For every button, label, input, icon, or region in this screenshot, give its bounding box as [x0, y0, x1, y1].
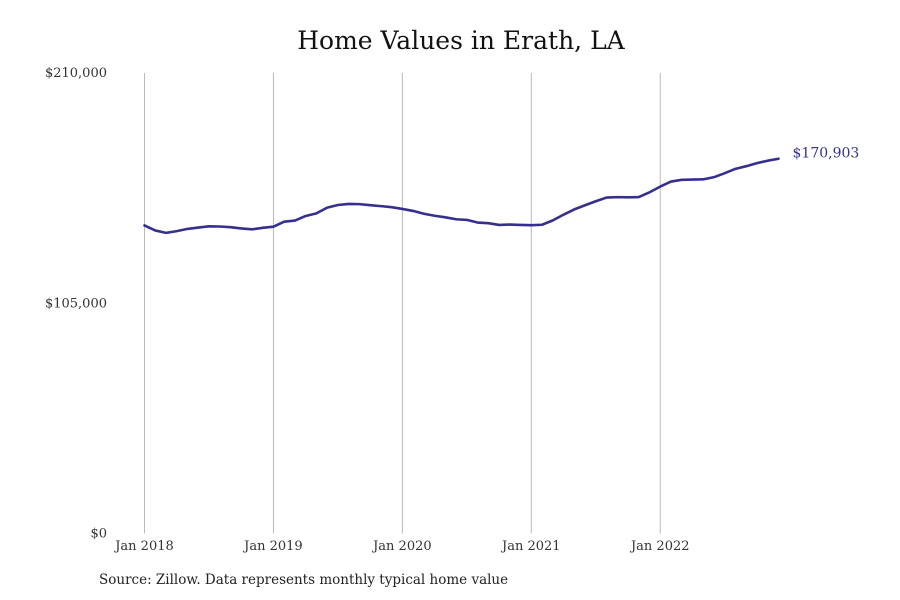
data-point: [347, 203, 349, 205]
data-point: [541, 224, 543, 226]
data-point: [251, 228, 253, 230]
x-tick-label: Jan 2018: [113, 539, 174, 554]
data-point: [713, 176, 715, 178]
data-point: [176, 230, 178, 232]
data-point: [498, 224, 500, 226]
data-point: [390, 206, 392, 208]
data-point: [165, 232, 167, 234]
data-point: [766, 160, 768, 162]
data-point: [476, 221, 478, 223]
data-point: [143, 224, 145, 226]
data-point: [487, 222, 489, 224]
data-point: [326, 206, 328, 208]
data-point: [616, 196, 618, 198]
data-point: [218, 225, 220, 227]
data-point: [186, 228, 188, 230]
y-axis: $0 $105,000 $210,000: [45, 66, 107, 542]
data-point: [262, 227, 264, 229]
data-point: [208, 225, 210, 227]
data-point: [745, 165, 747, 167]
annotations: $170,903: [793, 146, 860, 162]
data-point: [294, 219, 296, 221]
data-point: [369, 204, 371, 206]
data-point: [283, 220, 285, 222]
x-tick-label: Jan 2019: [242, 539, 303, 554]
data-point: [272, 226, 274, 228]
end-value-label: $170,903: [793, 146, 860, 162]
y-tick-label: $0: [90, 527, 107, 542]
data-point: [423, 213, 425, 215]
x-tick-label: Jan 2020: [371, 539, 432, 554]
data-point: [315, 212, 317, 214]
series-layer: [143, 157, 780, 235]
x-tick-label: Jan 2021: [500, 539, 561, 554]
data-point: [197, 226, 199, 228]
data-point: [444, 216, 446, 218]
data-point: [358, 203, 360, 205]
data-point: [595, 200, 597, 202]
data-point: [380, 205, 382, 207]
data-point: [433, 215, 435, 217]
data-point: [659, 185, 661, 187]
data-point: [412, 210, 414, 212]
data-point: [509, 223, 511, 225]
data-point: [734, 168, 736, 170]
x-axis: Jan 2018 Jan 2019 Jan 2020 Jan 2021 Jan 2022: [113, 539, 689, 554]
data-point: [573, 208, 575, 210]
data-point: [638, 196, 640, 198]
data-point: [648, 191, 650, 193]
data-point: [702, 178, 704, 180]
data-point: [584, 204, 586, 206]
chart-title: Home Values in Erath, LA: [297, 26, 625, 55]
data-point: [724, 172, 726, 174]
grid-lines: [144, 73, 661, 534]
series-line: [143, 157, 780, 235]
data-point: [229, 226, 231, 228]
data-point: [530, 224, 532, 226]
data-point: [777, 158, 779, 160]
data-point: [756, 162, 758, 164]
y-tick-label: $210,000: [45, 66, 107, 81]
x-tick-label: Jan 2022: [629, 539, 690, 554]
y-tick-label: $105,000: [45, 296, 107, 311]
data-point: [552, 219, 554, 221]
data-point: [681, 179, 683, 181]
data-point: [466, 219, 468, 221]
data-point: [240, 227, 242, 229]
data-point: [605, 196, 607, 198]
data-point: [154, 229, 156, 231]
data-point: [670, 180, 672, 182]
data-point: [401, 208, 403, 210]
data-point: [304, 215, 306, 217]
data-point: [337, 204, 339, 206]
data-point: [519, 224, 521, 226]
data-point: [627, 196, 629, 198]
data-point: [691, 178, 693, 180]
data-point: [562, 213, 564, 215]
data-point: [455, 218, 457, 220]
source-note: Source: Zillow. Data represents monthly …: [99, 572, 509, 588]
